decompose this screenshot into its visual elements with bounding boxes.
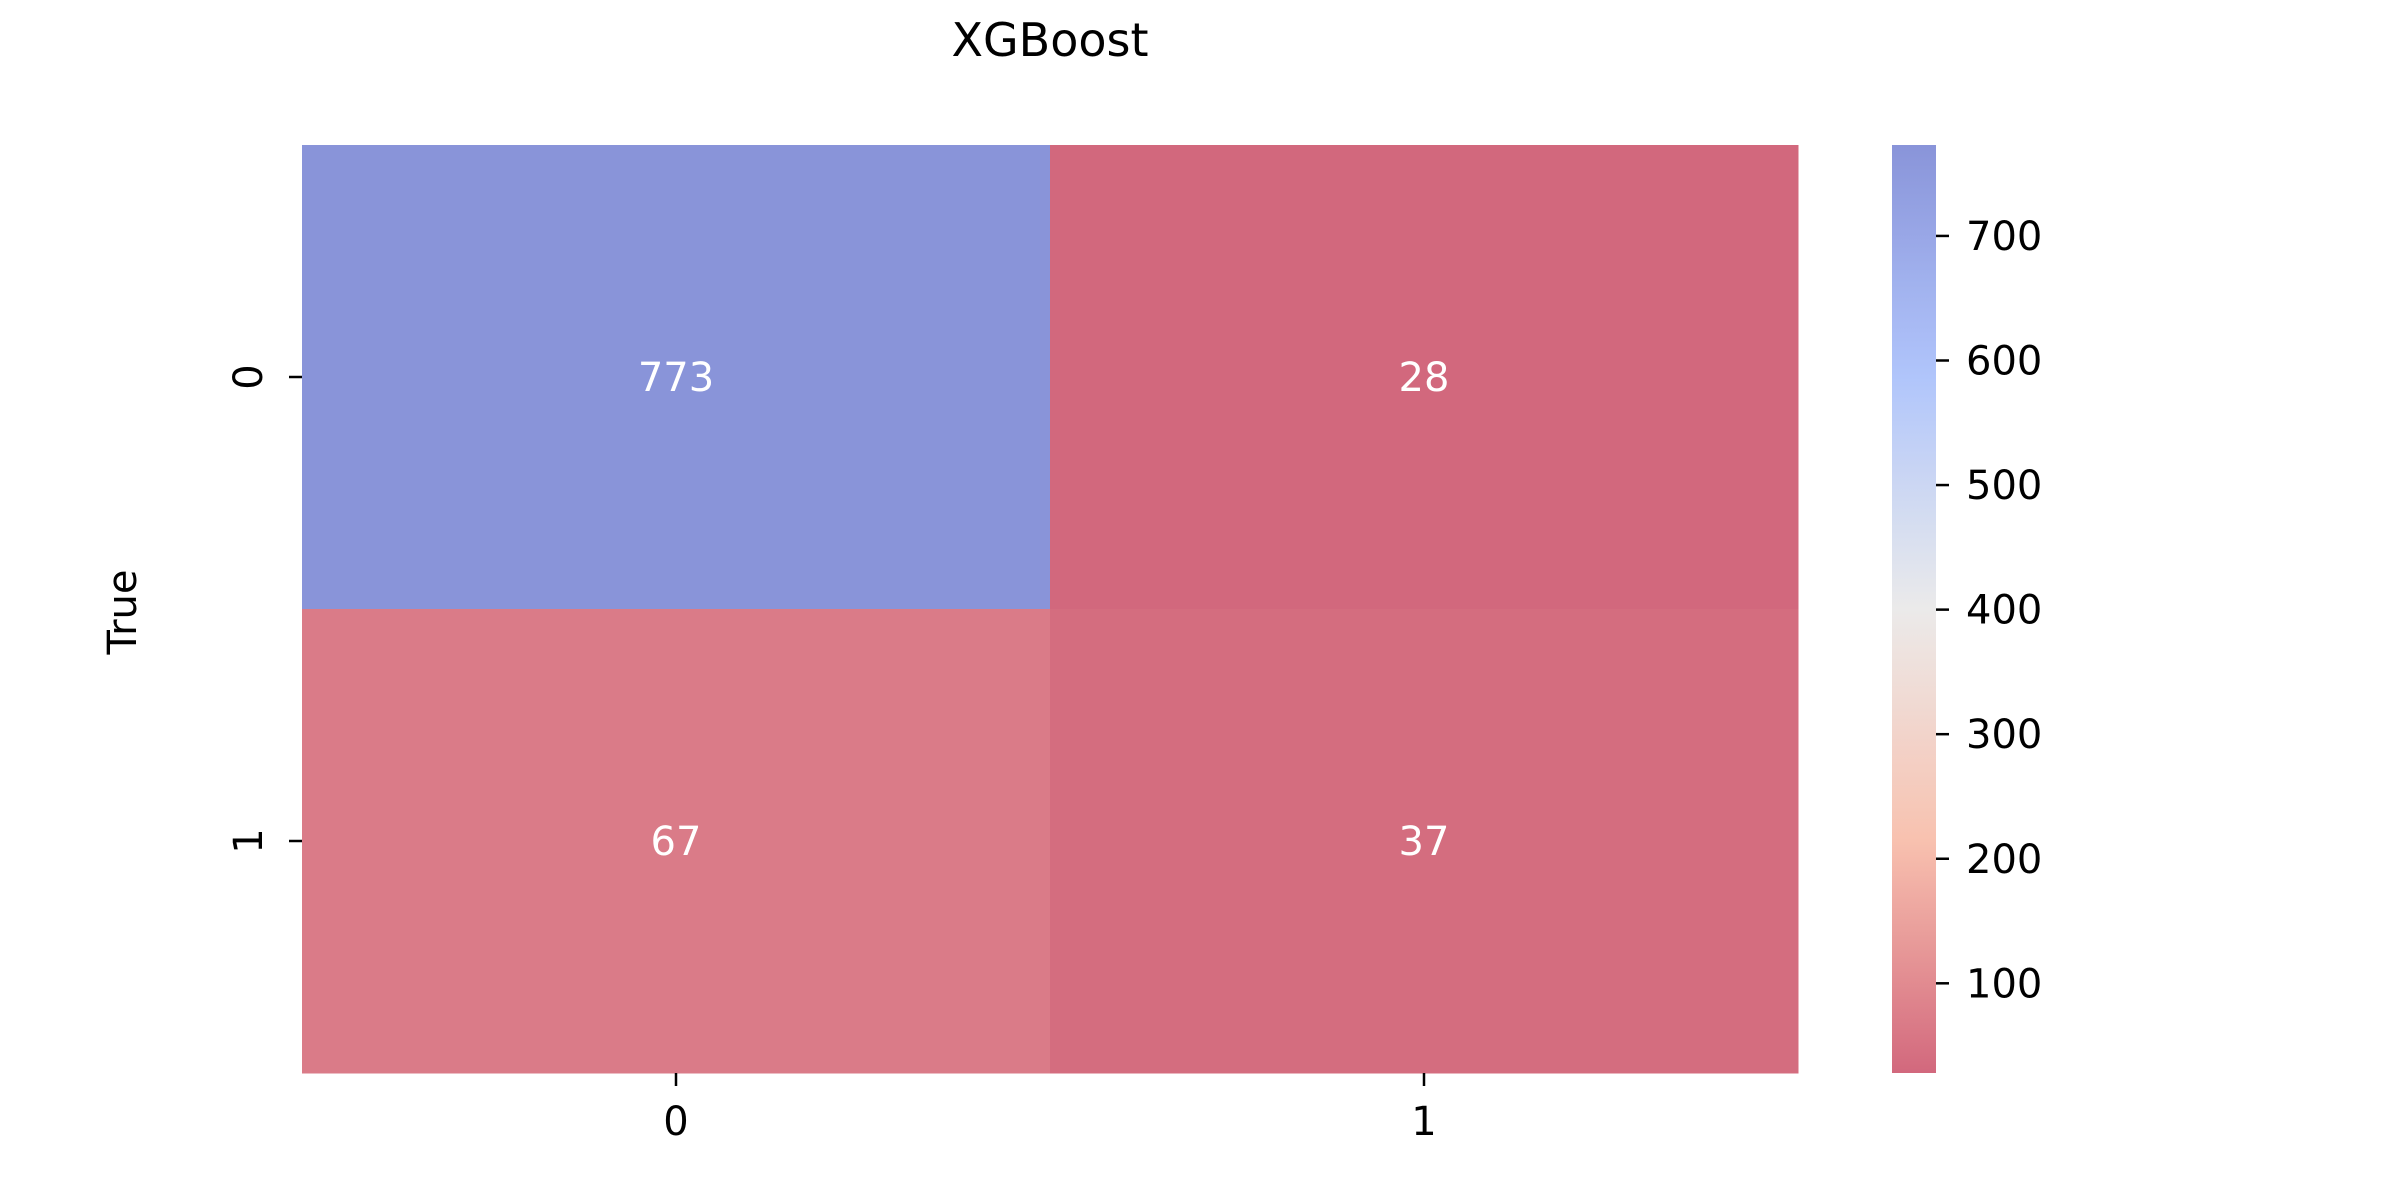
colorbar-tick-label-4: 500 — [1966, 463, 2042, 509]
colorbar-gradient — [1892, 145, 1936, 1073]
heatmap-cell-r0-c1 — [1050, 145, 1799, 610]
colorbar-tick-label-1: 200 — [1966, 837, 2042, 883]
heatmap-cell-r1-c0 — [302, 609, 1051, 1074]
cell-annotation-r1-c0: 67 — [651, 819, 702, 865]
colorbar-tick-label-0: 100 — [1966, 961, 2042, 1007]
heatmap-cell-r0-c0 — [302, 145, 1051, 610]
cell-annotation-r0-c0: 773 — [638, 355, 714, 401]
x-tick-label-1: 1 — [1411, 1099, 1436, 1145]
cell-annotation-r0-c1: 28 — [1399, 355, 1450, 401]
colorbar-tick-label-2: 300 — [1966, 712, 2042, 758]
colorbar-tick-label-6: 700 — [1966, 214, 2042, 260]
heatmap-cell-r1-c1 — [1050, 609, 1799, 1074]
colorbar: 100 200 300 400 500 600 700 — [1892, 145, 2042, 1073]
y-tick-label-1: 1 — [226, 828, 272, 853]
chart-title: XGBoost — [951, 13, 1148, 67]
y-tick-label-0: 0 — [226, 364, 272, 389]
colorbar-tick-label-3: 400 — [1966, 588, 2042, 634]
y-axis-label: True — [100, 570, 146, 656]
cell-annotation-r1-c1: 37 — [1399, 819, 1450, 865]
y-axis: 01 — [226, 364, 302, 854]
colorbar-tick-label-5: 600 — [1966, 338, 2042, 384]
cell-annotations: 773 28 67 37 — [638, 355, 1450, 865]
x-tick-label-0: 0 — [663, 1099, 688, 1145]
heatmap-cells — [302, 145, 1799, 1074]
